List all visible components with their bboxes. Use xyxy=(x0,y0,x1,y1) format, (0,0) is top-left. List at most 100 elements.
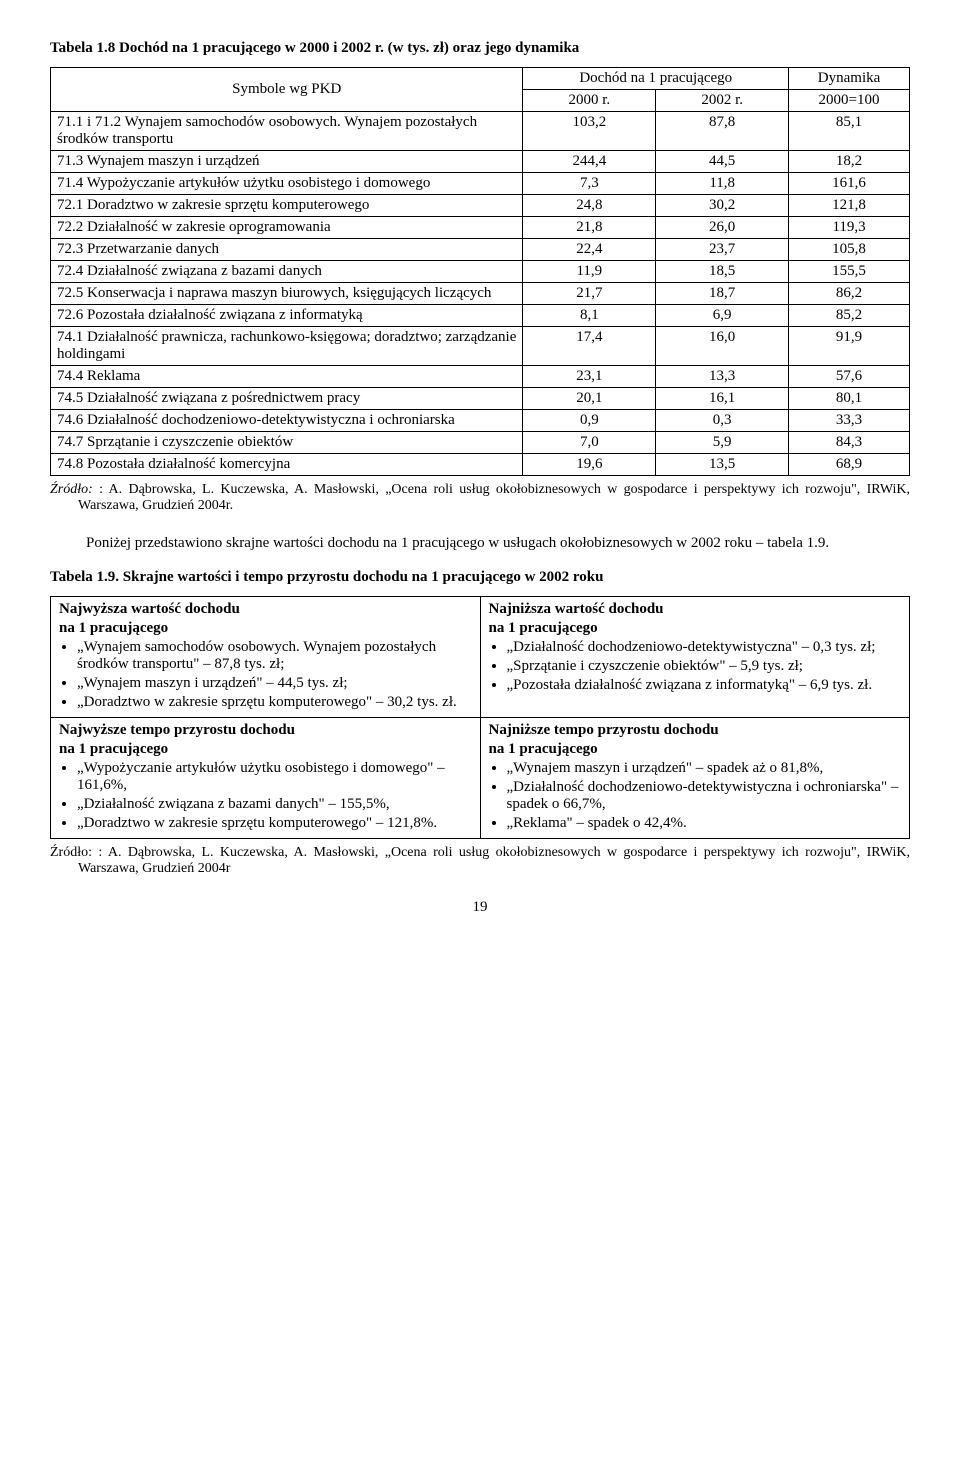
t1-cell-label: 72.6 Pozostała działalność związana z in… xyxy=(51,305,523,327)
t1-cell-2002: 0,3 xyxy=(656,410,789,432)
t1-cell-2000: 244,4 xyxy=(523,151,656,173)
t1-cell-dyn: 80,1 xyxy=(789,388,910,410)
table-row: 71.1 i 71.2 Wynajem samochodów osobowych… xyxy=(51,112,910,151)
t1-cell-2002: 26,0 xyxy=(656,217,789,239)
list-item: „Wynajem samochodów osobowych. Wynajem p… xyxy=(77,639,472,673)
t1-cell-2000: 21,7 xyxy=(523,283,656,305)
t1-cell-2000: 8,1 xyxy=(523,305,656,327)
t1-col1-header: Symbole wg PKD xyxy=(51,68,523,112)
t1-cell-2002: 87,8 xyxy=(656,112,789,151)
t1-cell-label: 74.7 Sprzątanie i czyszczenie obiektów xyxy=(51,432,523,454)
t1-cell-2002: 6,9 xyxy=(656,305,789,327)
t1-cell-dyn: 91,9 xyxy=(789,327,910,366)
list-item: „Wynajem maszyn i urządzeń" – 44,5 tys. … xyxy=(77,675,472,692)
table1-title: Tabela 1.8 Dochód na 1 pracującego w 200… xyxy=(50,40,910,57)
t1-cell-label: 71.4 Wypożyczanie artykułów użytku osobi… xyxy=(51,173,523,195)
t1-cell-2000: 103,2 xyxy=(523,112,656,151)
table-row: 71.4 Wypożyczanie artykułów użytku osobi… xyxy=(51,173,910,195)
list-item: „Reklama" – spadek o 42,4%. xyxy=(507,815,902,832)
page-number: 19 xyxy=(50,899,910,916)
table-row: 72.1 Doradztwo w zakresie sprzętu komput… xyxy=(51,195,910,217)
t1-col2-header: Dochód na 1 pracującego xyxy=(523,68,789,90)
t1-cell-2000: 19,6 xyxy=(523,454,656,476)
table-row: 71.3 Wynajem maszyn i urządzeń244,444,51… xyxy=(51,151,910,173)
t1-cell-label: 74.6 Działalność dochodzeniowo-detektywi… xyxy=(51,410,523,432)
source-2: Źródło: : A. Dąbrowska, L. Kuczewska, A.… xyxy=(50,845,910,877)
t1-cell-label: 71.1 i 71.2 Wynajem samochodów osobowych… xyxy=(51,112,523,151)
list-item: „Sprzątanie i czyszczenie obiektów" – 5,… xyxy=(507,658,902,675)
t1-col3-header: Dynamika xyxy=(789,68,910,90)
list-item: „Doradztwo w zakresie sprzętu komputerow… xyxy=(77,815,472,832)
t1-cell-label: 72.1 Doradztwo w zakresie sprzętu komput… xyxy=(51,195,523,217)
list-item: „Działalność dochodzeniowo-detektywistyc… xyxy=(507,779,902,813)
t2-cell-bottom-left: Najwyższe tempo przyrostu dochodu na 1 p… xyxy=(51,717,481,838)
list-item: „Działalność związana z bazami danych" –… xyxy=(77,796,472,813)
t1-cell-dyn: 85,1 xyxy=(789,112,910,151)
t1-col2a-header: 2000 r. xyxy=(523,90,656,112)
table-row: 72.2 Działalność w zakresie oprogramowan… xyxy=(51,217,910,239)
t1-cell-2002: 13,3 xyxy=(656,366,789,388)
table-row: 74.5 Działalność związana z pośrednictwe… xyxy=(51,388,910,410)
t1-cell-dyn: 57,6 xyxy=(789,366,910,388)
list-item: „Wypożyczanie artykułów użytku osobisteg… xyxy=(77,760,472,794)
table-1-8: Symbole wg PKD Dochód na 1 pracującego D… xyxy=(50,67,910,476)
t1-cell-2002: 18,7 xyxy=(656,283,789,305)
t1-cell-dyn: 86,2 xyxy=(789,283,910,305)
t1-cell-2002: 30,2 xyxy=(656,195,789,217)
t1-cell-dyn: 68,9 xyxy=(789,454,910,476)
t2-tl-head1: Najwyższa wartość dochodu xyxy=(59,601,472,618)
t1-cell-label: 74.1 Działalność prawnicza, rachunkowo-k… xyxy=(51,327,523,366)
t2-bl-head1: Najwyższe tempo przyrostu dochodu xyxy=(59,722,472,739)
list-item: „Doradztwo w zakresie sprzętu komputerow… xyxy=(77,694,472,711)
t1-cell-2000: 0,9 xyxy=(523,410,656,432)
source-1: Źródło: : A. Dąbrowska, L. Kuczewska, A.… xyxy=(50,482,910,514)
table-1-9: Najwyższa wartość dochodu na 1 pracujące… xyxy=(50,596,910,839)
t1-cell-label: 71.3 Wynajem maszyn i urządzeń xyxy=(51,151,523,173)
t1-cell-dyn: 119,3 xyxy=(789,217,910,239)
table-row: 74.6 Działalność dochodzeniowo-detektywi… xyxy=(51,410,910,432)
t1-cell-label: 74.5 Działalność związana z pośrednictwe… xyxy=(51,388,523,410)
t1-cell-2000: 24,8 xyxy=(523,195,656,217)
t2-tr-head1: Najniższa wartość dochodu xyxy=(489,601,902,618)
t1-cell-2000: 7,3 xyxy=(523,173,656,195)
table-row: 72.4 Działalność związana z bazami danyc… xyxy=(51,261,910,283)
t2-br-head1: Najniższe tempo przyrostu dochodu xyxy=(489,722,902,739)
t1-cell-dyn: 155,5 xyxy=(789,261,910,283)
t1-cell-2000: 20,1 xyxy=(523,388,656,410)
list-item: „Wynajem maszyn i urządzeń" – spadek aż … xyxy=(507,760,902,777)
t1-cell-2000: 21,8 xyxy=(523,217,656,239)
t1-cell-dyn: 85,2 xyxy=(789,305,910,327)
t1-cell-dyn: 33,3 xyxy=(789,410,910,432)
table-row: 72.5 Konserwacja i naprawa maszyn biurow… xyxy=(51,283,910,305)
t1-cell-label: 72.3 Przetwarzanie danych xyxy=(51,239,523,261)
list-item: „Działalność dochodzeniowo-detektywistyc… xyxy=(507,639,902,656)
table-row: 74.1 Działalność prawnicza, rachunkowo-k… xyxy=(51,327,910,366)
t2-tl-head2: na 1 pracującego xyxy=(59,620,472,637)
t1-cell-2002: 44,5 xyxy=(656,151,789,173)
table-row: 74.4 Reklama23,113,357,6 xyxy=(51,366,910,388)
t2-cell-top-right: Najniższa wartość dochodu na 1 pracujące… xyxy=(480,596,910,717)
table-row: 74.8 Pozostała działalność komercyjna19,… xyxy=(51,454,910,476)
t1-cell-2000: 11,9 xyxy=(523,261,656,283)
t1-cell-2000: 22,4 xyxy=(523,239,656,261)
t2-cell-top-left: Najwyższa wartość dochodu na 1 pracujące… xyxy=(51,596,481,717)
t1-cell-dyn: 105,8 xyxy=(789,239,910,261)
t2-tr-head2: na 1 pracującego xyxy=(489,620,902,637)
source-1-prefix: Źródło: xyxy=(50,482,99,497)
t1-cell-2002: 13,5 xyxy=(656,454,789,476)
t1-cell-label: 72.2 Działalność w zakresie oprogramowan… xyxy=(51,217,523,239)
t1-cell-2002: 16,0 xyxy=(656,327,789,366)
t1-cell-label: 72.5 Konserwacja i naprawa maszyn biurow… xyxy=(51,283,523,305)
t1-cell-label: 74.4 Reklama xyxy=(51,366,523,388)
t1-cell-2000: 23,1 xyxy=(523,366,656,388)
t1-cell-2002: 5,9 xyxy=(656,432,789,454)
paragraph: Poniżej przedstawiono skrajne wartości d… xyxy=(50,532,910,555)
table-row: 74.7 Sprzątanie i czyszczenie obiektów7,… xyxy=(51,432,910,454)
t1-cell-dyn: 161,6 xyxy=(789,173,910,195)
t1-col2b-header: 2002 r. xyxy=(656,90,789,112)
t1-cell-dyn: 121,8 xyxy=(789,195,910,217)
t1-cell-label: 74.8 Pozostała działalność komercyjna xyxy=(51,454,523,476)
table-row: 72.3 Przetwarzanie danych22,423,7105,8 xyxy=(51,239,910,261)
t1-cell-dyn: 84,3 xyxy=(789,432,910,454)
t1-col3a-header: 2000=100 xyxy=(789,90,910,112)
